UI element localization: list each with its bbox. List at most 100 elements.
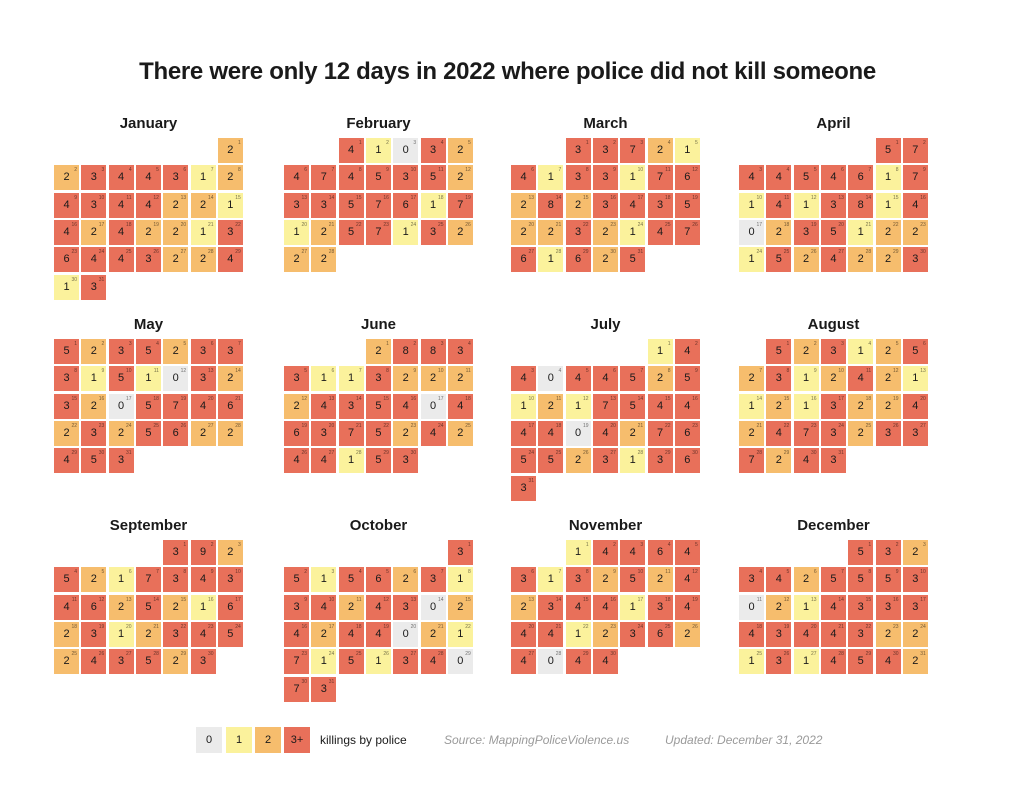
day-of-month: 14 bbox=[328, 194, 335, 201]
day-cell: 1 10 bbox=[511, 393, 536, 419]
day-cell: 0 14 bbox=[420, 594, 446, 620]
day-count: 3 bbox=[118, 454, 125, 467]
day-cell: 5 25 bbox=[135, 420, 161, 446]
day-cell: 1 12 bbox=[793, 192, 819, 218]
day-of-month: 22 bbox=[892, 221, 899, 228]
day-cell: 4 14 bbox=[820, 594, 846, 620]
day-cell: 4 30 bbox=[592, 649, 618, 675]
day-cell: 3 31 bbox=[820, 448, 846, 474]
day-of-month: 5 bbox=[304, 368, 307, 375]
day-of-month: 13 bbox=[610, 395, 616, 402]
day-count: 4 bbox=[63, 600, 70, 613]
day-of-month: 7 bbox=[558, 167, 562, 174]
day-cell: 1 14 bbox=[739, 393, 764, 419]
day-count: 5 bbox=[547, 454, 554, 467]
day-cell: 1 12 bbox=[565, 393, 591, 419]
day-of-month: 2 bbox=[74, 167, 77, 174]
day-cell: 2 21 bbox=[620, 420, 646, 446]
day-cell: 6 17 bbox=[393, 192, 419, 218]
day-of-month: 27 bbox=[838, 249, 844, 256]
day-count: 3 bbox=[402, 171, 409, 184]
day-of-month: 9 bbox=[413, 368, 417, 375]
day-count: 2 bbox=[656, 144, 664, 156]
day-count: 2 bbox=[320, 627, 327, 640]
day-of-month: 3 bbox=[759, 167, 762, 174]
day-of-month: 21 bbox=[153, 623, 159, 630]
day-count: 0 bbox=[457, 655, 464, 668]
day-count: 2 bbox=[227, 144, 234, 156]
day-cell: 0 17 bbox=[420, 393, 446, 419]
day-count: 3 bbox=[602, 171, 609, 184]
day-cell: 1 30 bbox=[54, 274, 79, 300]
day-count: 4 bbox=[520, 627, 527, 640]
day-count: 3 bbox=[884, 426, 892, 439]
day-of-month: 15 bbox=[356, 194, 362, 201]
day-of-month: 10 bbox=[437, 368, 444, 375]
day-count: 4 bbox=[748, 627, 755, 640]
day-of-month: 25 bbox=[865, 422, 872, 429]
day-of-month: 22 bbox=[180, 623, 187, 630]
day-of-month: 20 bbox=[610, 422, 616, 429]
day-cell: 1 16 bbox=[793, 393, 819, 419]
day-of-month: 22 bbox=[356, 221, 362, 228]
day-of-month: 9 bbox=[101, 368, 105, 375]
day-of-month: 27 bbox=[301, 249, 307, 256]
day-cell: 2 24 bbox=[108, 420, 134, 446]
day-cell: 5 15 bbox=[338, 192, 364, 218]
day-cell: 8 14 bbox=[848, 192, 874, 218]
day-count: 2 bbox=[172, 600, 179, 613]
day-of-month: 8 bbox=[786, 368, 790, 375]
day-count: 3 bbox=[803, 225, 810, 238]
day-count: 4 bbox=[520, 171, 527, 184]
day-of-month: 29 bbox=[383, 450, 389, 457]
day-cell: 4 12 bbox=[135, 192, 161, 218]
day-count: 6 bbox=[227, 399, 234, 412]
day-of-month: 23 bbox=[98, 422, 105, 429]
day-of-month: 4 bbox=[468, 341, 471, 347]
day-cell: 5 20 bbox=[820, 219, 846, 245]
day-count: 6 bbox=[656, 627, 664, 640]
day-of-month: 17 bbox=[235, 596, 241, 603]
day-of-month: 12 bbox=[783, 596, 790, 603]
day-count: 3 bbox=[90, 280, 97, 293]
day-count: 2 bbox=[457, 225, 464, 238]
day-of-month: 6 bbox=[531, 569, 534, 576]
day-of-month: 10 bbox=[98, 194, 105, 201]
day-of-month: 30 bbox=[610, 651, 616, 658]
day-cell: 2 18 bbox=[848, 393, 874, 419]
day-count: 6 bbox=[684, 171, 691, 184]
day-of-month: 29 bbox=[583, 249, 589, 256]
day-cell: 3 27 bbox=[393, 649, 419, 675]
day-count: 5 bbox=[90, 454, 97, 467]
day-cell: 5 31 bbox=[620, 247, 646, 273]
day-of-month: 27 bbox=[328, 450, 335, 457]
day-cell: 1 22 bbox=[565, 621, 591, 647]
day-count: 5 bbox=[803, 171, 810, 184]
day-count: 5 bbox=[348, 573, 355, 586]
day-of-month: 12 bbox=[692, 167, 698, 174]
day-cell: 3 10 bbox=[902, 567, 928, 593]
month-name: January bbox=[119, 115, 178, 132]
day-of-month: 31 bbox=[838, 450, 844, 457]
day-count: 2 bbox=[775, 225, 782, 238]
day-count: 7 bbox=[457, 198, 464, 211]
day-of-month: 1 bbox=[358, 140, 362, 146]
day-cell: 3 13 bbox=[190, 366, 216, 392]
day-of-month: 4 bbox=[759, 569, 762, 576]
day-of-month: 30 bbox=[410, 450, 417, 457]
day-cell: 3 27 bbox=[592, 448, 618, 474]
day-of-month: 27 bbox=[528, 249, 534, 256]
day-count: 4 bbox=[145, 198, 152, 211]
day-cell: 0 17 bbox=[739, 219, 764, 245]
day-cell: 1 21 bbox=[848, 219, 874, 245]
